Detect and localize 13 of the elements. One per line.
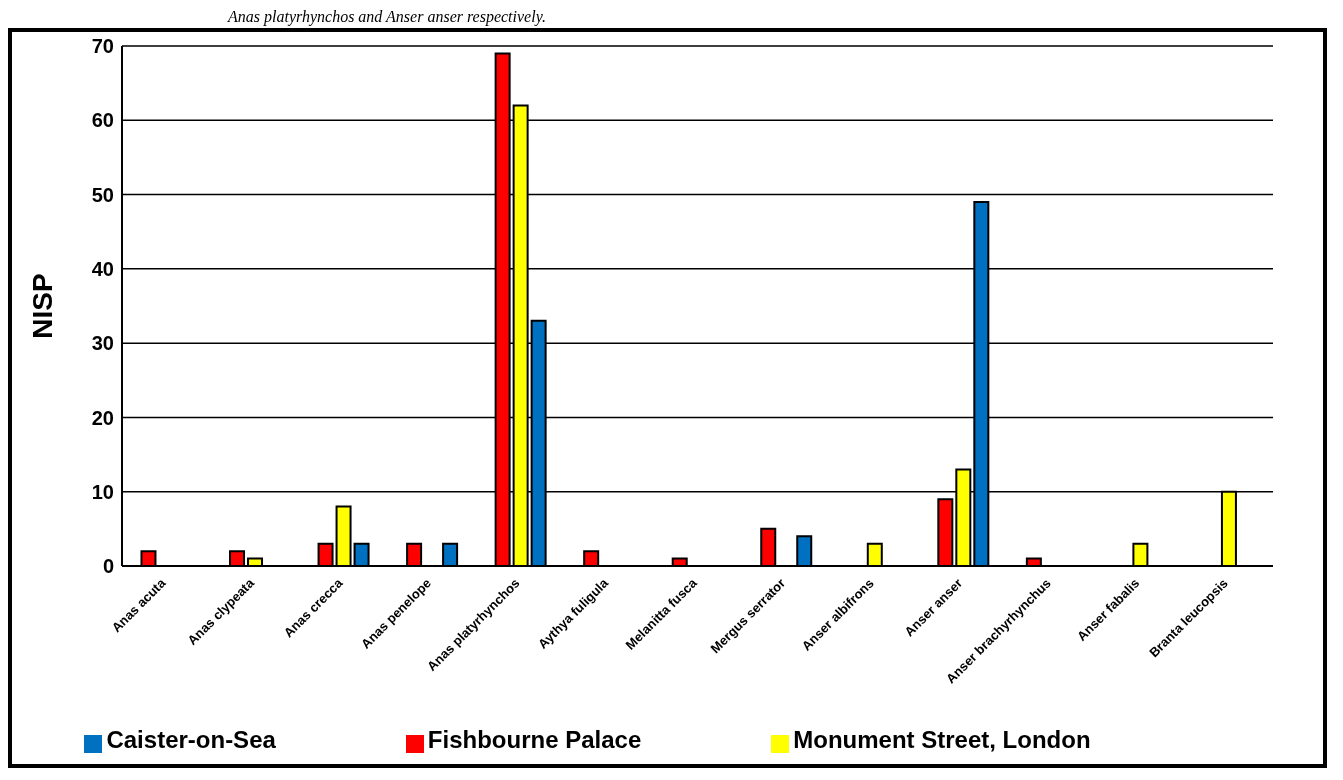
- legend-label: Caister-on-Sea: [106, 726, 276, 753]
- y-axis-title: NISP: [26, 273, 58, 339]
- y-tick-label: 30: [91, 332, 114, 355]
- y-tick-label: 40: [91, 257, 114, 280]
- y-tick-label: 0: [102, 555, 114, 578]
- legend-label: Fishbourne Palace: [427, 726, 642, 753]
- y-tick-label: 20: [91, 406, 114, 429]
- y-tick-label: 10: [91, 480, 114, 503]
- legend-label: Monument Street, London: [793, 726, 1091, 753]
- text: Anas platyrhynchos and Anser anser respectively.: [226, 8, 547, 28]
- y-tick-label: 70: [91, 35, 114, 58]
- y-tick-label: 60: [91, 109, 114, 132]
- y-tick-label: 50: [91, 183, 114, 206]
